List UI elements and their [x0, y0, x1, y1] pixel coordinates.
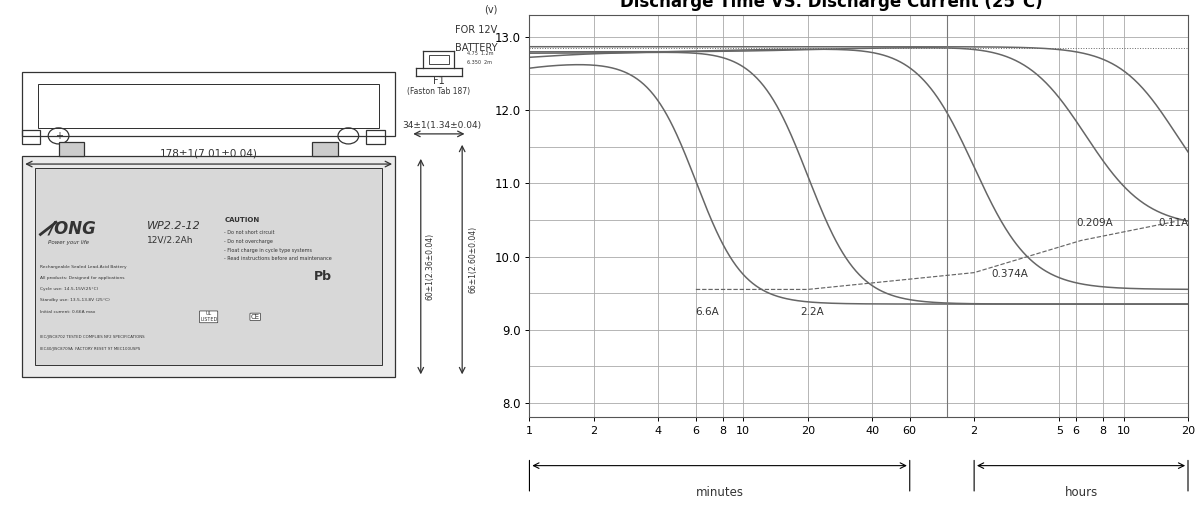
Text: 12V/2.2Ah: 12V/2.2Ah — [146, 236, 193, 245]
Text: Standby use: 13.5-13.8V (25°C): Standby use: 13.5-13.8V (25°C) — [41, 298, 110, 302]
Text: 0.209A: 0.209A — [1076, 218, 1112, 228]
Text: - Do not overcharge: - Do not overcharge — [224, 239, 274, 244]
Text: All products: Designed for applications: All products: Designed for applications — [41, 276, 125, 280]
Text: -: - — [347, 131, 350, 141]
Text: Power your life: Power your life — [48, 240, 89, 245]
Text: Discharge Time VS. Discharge Current (25℃): Discharge Time VS. Discharge Current (25… — [620, 0, 1043, 11]
Text: 6.350  2m: 6.350 2m — [467, 60, 492, 65]
Text: 6.6A: 6.6A — [696, 307, 719, 317]
Polygon shape — [35, 168, 382, 365]
Polygon shape — [312, 142, 338, 156]
Text: 2.2A: 2.2A — [800, 307, 824, 317]
Text: CAUTION: CAUTION — [224, 217, 259, 223]
Text: (Faston Tab 187): (Faston Tab 187) — [407, 87, 470, 96]
Text: 66±1(2.60±0.04): 66±1(2.60±0.04) — [468, 226, 478, 293]
Text: UL
LISTED: UL LISTED — [200, 312, 217, 322]
Text: +: + — [54, 131, 62, 141]
Text: WP2.2-12: WP2.2-12 — [146, 221, 200, 232]
Text: 4.75  1.2m: 4.75 1.2m — [467, 51, 494, 56]
Text: 34±1(1.34±0.04): 34±1(1.34±0.04) — [402, 121, 481, 130]
Text: hours: hours — [1064, 486, 1098, 499]
Polygon shape — [23, 156, 395, 377]
Text: Pb: Pb — [313, 270, 331, 283]
Text: IEC/JISC8702 TESTED COMPLIES NF2 SPECIFICATIONS: IEC/JISC8702 TESTED COMPLIES NF2 SPECIFI… — [41, 335, 145, 339]
Text: Initial current: 0.66A max: Initial current: 0.66A max — [41, 309, 96, 314]
Text: BATTERY: BATTERY — [455, 43, 497, 53]
Text: 0.374A: 0.374A — [991, 269, 1028, 279]
Text: minutes: minutes — [696, 486, 744, 499]
Text: CE: CE — [251, 314, 259, 320]
Text: /ONG: /ONG — [48, 219, 96, 237]
Text: Rechargeable Sealed Lead-Acid Battery: Rechargeable Sealed Lead-Acid Battery — [41, 265, 127, 269]
Text: - Do not short circuit: - Do not short circuit — [224, 230, 275, 235]
Text: 178±1(7.01±0.04): 178±1(7.01±0.04) — [160, 148, 258, 158]
Text: FOR 12V: FOR 12V — [455, 25, 497, 35]
Polygon shape — [59, 142, 84, 156]
Text: (v): (v) — [484, 5, 497, 14]
Text: 60±1(2.36±0.04): 60±1(2.36±0.04) — [426, 233, 434, 300]
Text: Cycle use: 14.5-15V(25°C): Cycle use: 14.5-15V(25°C) — [41, 287, 98, 291]
Text: 0.11A: 0.11A — [1158, 218, 1188, 228]
Text: - Float charge in cycle type systems: - Float charge in cycle type systems — [224, 247, 312, 252]
Text: F1: F1 — [433, 76, 445, 86]
Text: - Read instructions before and maintenance: - Read instructions before and maintenan… — [224, 257, 332, 262]
Text: IEC40/JISC8709A  FACTORY RESET 97 MEC100USPS: IEC40/JISC8709A FACTORY RESET 97 MEC100U… — [41, 347, 140, 351]
